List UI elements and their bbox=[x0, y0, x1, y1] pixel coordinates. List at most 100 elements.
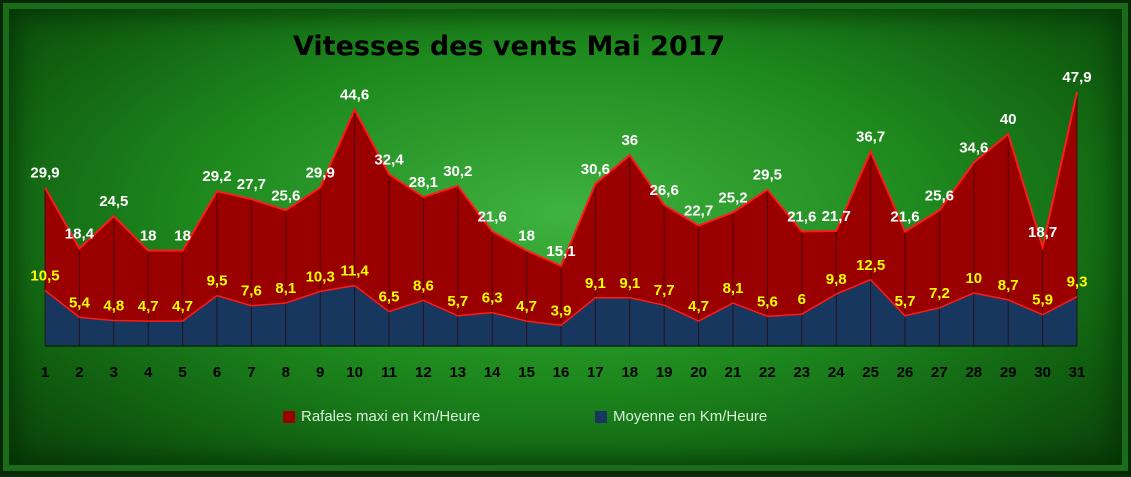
x-tick-label-18: 18 bbox=[621, 364, 638, 381]
line-series-rafales bbox=[44, 91, 1078, 268]
x-tick-label-25: 25 bbox=[862, 364, 879, 381]
data-label-moyenne-31: 9,3 bbox=[1067, 274, 1088, 291]
x-tick-label-23: 23 bbox=[793, 364, 810, 381]
data-label-moyenne-14: 6,3 bbox=[482, 290, 503, 307]
legend-label-moyenne: Moyenne en Km/Heure bbox=[613, 408, 768, 425]
x-tick-label-30: 30 bbox=[1034, 364, 1051, 381]
data-label-moyenne-10: 11,4 bbox=[340, 263, 369, 280]
data-label-moyenne-7: 7,6 bbox=[241, 283, 262, 300]
x-tick-label-10: 10 bbox=[346, 364, 363, 381]
x-tick-label-26: 26 bbox=[897, 364, 914, 381]
data-label-rafales-8: 25,6 bbox=[271, 187, 300, 204]
data-label-moyenne-23: 6 bbox=[798, 291, 806, 308]
x-tick-label-22: 22 bbox=[759, 364, 776, 381]
x-tick-label-14: 14 bbox=[484, 364, 501, 381]
x-tick-label-11: 11 bbox=[381, 364, 397, 381]
data-label-rafales-29: 40 bbox=[1000, 111, 1017, 128]
x-tick-label-13: 13 bbox=[449, 364, 466, 381]
data-label-rafales-6: 29,2 bbox=[202, 168, 231, 185]
data-label-rafales-26: 21,6 bbox=[890, 209, 919, 226]
data-label-moyenne-29: 8,7 bbox=[998, 277, 1019, 294]
data-label-rafales-31: 47,9 bbox=[1062, 69, 1091, 86]
x-tick-label-31: 31 bbox=[1069, 364, 1086, 381]
x-tick-label-8: 8 bbox=[282, 364, 290, 381]
x-tick-label-2: 2 bbox=[75, 364, 83, 381]
data-label-moyenne-1: 10,5 bbox=[30, 267, 59, 284]
data-label-moyenne-19: 7,7 bbox=[654, 282, 675, 299]
data-label-moyenne-5: 4,7 bbox=[172, 298, 193, 315]
x-tick-label-17: 17 bbox=[587, 364, 604, 381]
data-label-moyenne-26: 5,7 bbox=[895, 293, 916, 310]
data-label-rafales-21: 25,2 bbox=[718, 189, 747, 206]
data-label-moyenne-11: 6,5 bbox=[379, 289, 400, 306]
data-label-moyenne-28: 10 bbox=[965, 270, 982, 287]
x-tick-label-9: 9 bbox=[316, 364, 324, 381]
data-label-moyenne-16: 3,9 bbox=[551, 302, 572, 319]
data-label-moyenne-22: 5,6 bbox=[757, 293, 778, 310]
data-label-rafales-3: 24,5 bbox=[99, 193, 128, 210]
data-label-rafales-1: 29,9 bbox=[30, 165, 59, 182]
legend-swatch-rafales bbox=[283, 410, 295, 423]
data-label-rafales-11: 32,4 bbox=[374, 151, 404, 168]
data-label-rafales-13: 30,2 bbox=[443, 163, 472, 180]
data-label-moyenne-30: 5,9 bbox=[1032, 292, 1053, 309]
x-tick-label-5: 5 bbox=[178, 364, 186, 381]
x-tick-label-15: 15 bbox=[518, 364, 535, 381]
data-label-rafales-14: 21,6 bbox=[478, 209, 507, 226]
data-label-rafales-4: 18 bbox=[140, 228, 157, 245]
x-tick-label-6: 6 bbox=[213, 364, 221, 381]
data-label-moyenne-27: 7,2 bbox=[929, 285, 950, 302]
data-label-moyenne-25: 12,5 bbox=[856, 257, 885, 274]
data-label-rafales-24: 21,7 bbox=[822, 208, 851, 225]
area-series-moyenne bbox=[45, 279, 1077, 346]
data-label-moyenne-4: 4,7 bbox=[138, 298, 159, 315]
x-tick-label-7: 7 bbox=[247, 364, 255, 381]
data-label-rafales-27: 25,6 bbox=[925, 187, 954, 204]
data-label-moyenne-18: 9,1 bbox=[619, 275, 640, 292]
data-label-rafales-30: 18,7 bbox=[1028, 224, 1057, 241]
x-tick-label-27: 27 bbox=[931, 364, 948, 381]
data-label-rafales-23: 21,6 bbox=[787, 209, 816, 226]
data-label-moyenne-13: 5,7 bbox=[447, 293, 468, 310]
legend-item-rafales: Rafales maxi en Km/Heure bbox=[283, 408, 480, 425]
data-label-moyenne-8: 8,1 bbox=[275, 280, 296, 297]
data-label-rafales-20: 22,7 bbox=[684, 203, 713, 220]
data-label-rafales-10: 44,6 bbox=[340, 87, 369, 104]
data-label-moyenne-20: 4,7 bbox=[688, 298, 709, 315]
data-label-rafales-22: 29,5 bbox=[753, 167, 782, 184]
data-label-moyenne-15: 4,7 bbox=[516, 298, 537, 315]
data-label-rafales-28: 34,6 bbox=[959, 140, 988, 157]
legend-swatch-moyenne bbox=[595, 410, 607, 423]
x-tick-label-21: 21 bbox=[725, 364, 742, 381]
data-label-rafales-9: 29,9 bbox=[306, 165, 335, 182]
data-label-rafales-19: 26,6 bbox=[650, 182, 679, 199]
x-tick-label-1: 1 bbox=[41, 364, 49, 381]
data-label-moyenne-9: 10,3 bbox=[306, 268, 335, 285]
area-series-rafales bbox=[45, 92, 1077, 346]
data-label-rafales-12: 28,1 bbox=[409, 174, 438, 191]
x-tick-label-19: 19 bbox=[656, 364, 673, 381]
data-label-moyenne-3: 4,8 bbox=[103, 298, 124, 315]
data-label-rafales-15: 18 bbox=[518, 228, 535, 245]
x-tick-label-12: 12 bbox=[415, 364, 432, 381]
data-label-moyenne-12: 8,6 bbox=[413, 277, 434, 294]
data-label-rafales-17: 30,6 bbox=[581, 161, 610, 178]
data-label-rafales-25: 36,7 bbox=[856, 128, 885, 145]
data-label-rafales-5: 18 bbox=[174, 228, 191, 245]
data-label-moyenne-24: 9,8 bbox=[826, 271, 847, 288]
legend-item-moyenne: Moyenne en Km/Heure bbox=[595, 408, 767, 425]
data-label-moyenne-17: 9,1 bbox=[585, 275, 606, 292]
chart-legend: Rafales maxi en Km/Heure Moyenne en Km/H… bbox=[283, 408, 883, 432]
data-label-moyenne-6: 9,5 bbox=[207, 273, 228, 290]
data-label-rafales-2: 18,4 bbox=[65, 225, 95, 242]
x-tick-label-29: 29 bbox=[1000, 364, 1017, 381]
x-tick-label-16: 16 bbox=[553, 364, 570, 381]
legend-label-rafales: Rafales maxi en Km/Heure bbox=[301, 408, 481, 425]
data-label-moyenne-2: 5,4 bbox=[69, 294, 91, 311]
chart-title: Vitesses des vents Mai 2017 bbox=[293, 31, 726, 62]
x-tick-label-24: 24 bbox=[828, 364, 845, 381]
x-tick-label-3: 3 bbox=[110, 364, 118, 381]
data-label-rafales-16: 15,1 bbox=[546, 243, 575, 260]
